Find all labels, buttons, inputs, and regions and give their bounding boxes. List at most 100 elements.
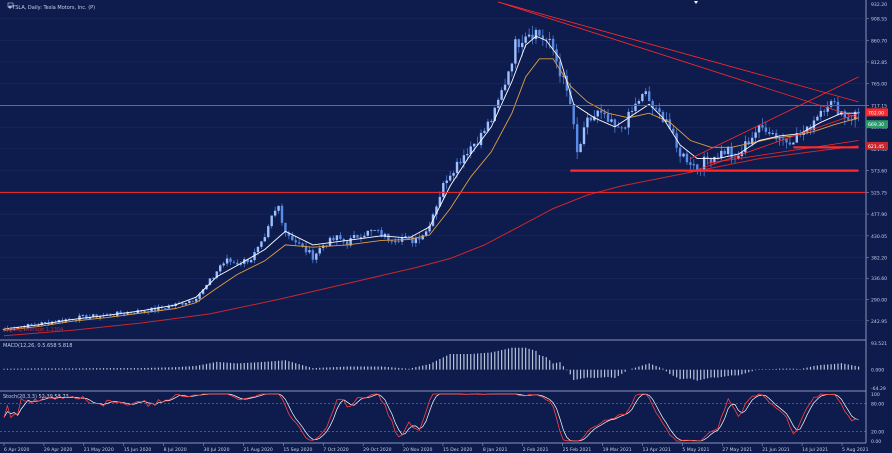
y-tick-label: 765.00 (871, 82, 887, 88)
candle-body (452, 172, 455, 176)
candle-body (270, 215, 273, 227)
candle-body (194, 298, 198, 302)
candle-body (170, 305, 174, 307)
y-tick-label: 525.75 (871, 190, 887, 196)
y-tick-label: 908.55 (871, 17, 887, 23)
candle-body (390, 240, 394, 242)
candle-body (92, 314, 95, 317)
candle-body (720, 150, 723, 158)
candle-body (709, 158, 713, 163)
candle-body (483, 130, 486, 133)
candle-body (555, 49, 558, 62)
candle-body (23, 326, 26, 328)
candle-body (466, 153, 469, 156)
y-tick-label: 430.05 (871, 234, 887, 240)
candle-body (188, 300, 191, 304)
y-tick-label: 382.20 (871, 256, 887, 262)
candle-body (696, 164, 699, 170)
candle-body (9, 328, 13, 330)
ma-slow-line (3, 145, 859, 337)
candle-body (819, 110, 823, 117)
candle-body (747, 141, 750, 145)
candle-body (397, 241, 400, 243)
candle-body (85, 315, 88, 319)
candle-body (95, 314, 98, 318)
x-tick-label: 8 Jul 2020 (164, 447, 187, 453)
candle-body (606, 114, 610, 122)
candle-body (81, 315, 85, 316)
candle-body (352, 235, 356, 239)
candle-body (672, 128, 675, 134)
candle-body (356, 235, 359, 238)
window-corner-icon[interactable] (7, 2, 14, 8)
candle-body (744, 141, 747, 153)
candle-body (346, 241, 349, 246)
y-tick-label: 477.90 (871, 212, 887, 218)
candle-body (507, 71, 510, 85)
candle-body (692, 164, 696, 166)
candle-body (411, 236, 414, 244)
macd-axis: 93.521 0.000 -64.29 (871, 341, 887, 392)
candle-body (253, 252, 256, 261)
candle-body (43, 322, 47, 324)
candle-body (181, 302, 184, 305)
candle-body (510, 63, 514, 72)
stoch-panel-bg (0, 391, 866, 443)
candle-body (153, 307, 157, 311)
candle-body (239, 263, 243, 265)
candle-body (737, 156, 740, 159)
stoch-label: Stoch(20,3,3) 52.39 53.73 (3, 394, 69, 400)
macd-tick-label: 93.521 (871, 341, 887, 347)
candle-body (222, 263, 225, 266)
x-tick-label: 5 May 2021 (682, 447, 709, 453)
x-tick-label: 15 Dec 2020 (443, 447, 472, 453)
candle-body (596, 110, 599, 117)
x-tick-label: 25 Feb 2021 (563, 447, 592, 453)
price-tag (866, 141, 888, 150)
candle-body (2, 328, 6, 330)
scroll-marker-icon[interactable] (694, 1, 698, 4)
candle-body (730, 146, 733, 159)
y-tick-label: 812.85 (871, 60, 887, 66)
candle-body (442, 183, 445, 197)
stoch-tick-label: 0.00 (871, 439, 881, 445)
candle-body (768, 131, 771, 134)
candle-body (761, 125, 764, 128)
candle-body (394, 241, 397, 243)
candle-body (370, 230, 373, 232)
candle-body (349, 238, 352, 246)
candle-body (421, 235, 424, 240)
candle-body (678, 147, 682, 157)
candle-body (610, 119, 613, 122)
candle-body (493, 107, 496, 121)
candle-body (78, 315, 81, 321)
candle-body (527, 34, 531, 37)
candle-body (198, 293, 201, 299)
candle-body (366, 230, 369, 236)
candle-body (685, 153, 689, 163)
candle-body (157, 306, 160, 311)
candle-body (229, 258, 232, 262)
macd-label: MACD(12,26, 0.5.658 5.818 (3, 343, 72, 349)
candle-body (215, 271, 218, 278)
candle-body (644, 91, 647, 95)
stoch-tick-label: 100 (871, 392, 880, 398)
candle-body (593, 116, 596, 121)
candle-body (325, 245, 328, 247)
candle-body (438, 196, 442, 207)
candle-body (613, 119, 617, 127)
candle-body (383, 233, 387, 237)
candle-body (335, 235, 339, 241)
x-tick-label: 21 Jun 2021 (762, 447, 790, 453)
candle-body (219, 265, 222, 272)
candle-body (754, 132, 757, 138)
candle-body (627, 111, 630, 128)
candle-body (404, 236, 407, 238)
candle-body (428, 225, 431, 232)
candle-body (853, 111, 857, 120)
x-tick-label: 2 Feb 2021 (523, 447, 549, 453)
candle-body (308, 250, 311, 253)
candle-body (339, 235, 342, 239)
candle-body (40, 322, 43, 326)
